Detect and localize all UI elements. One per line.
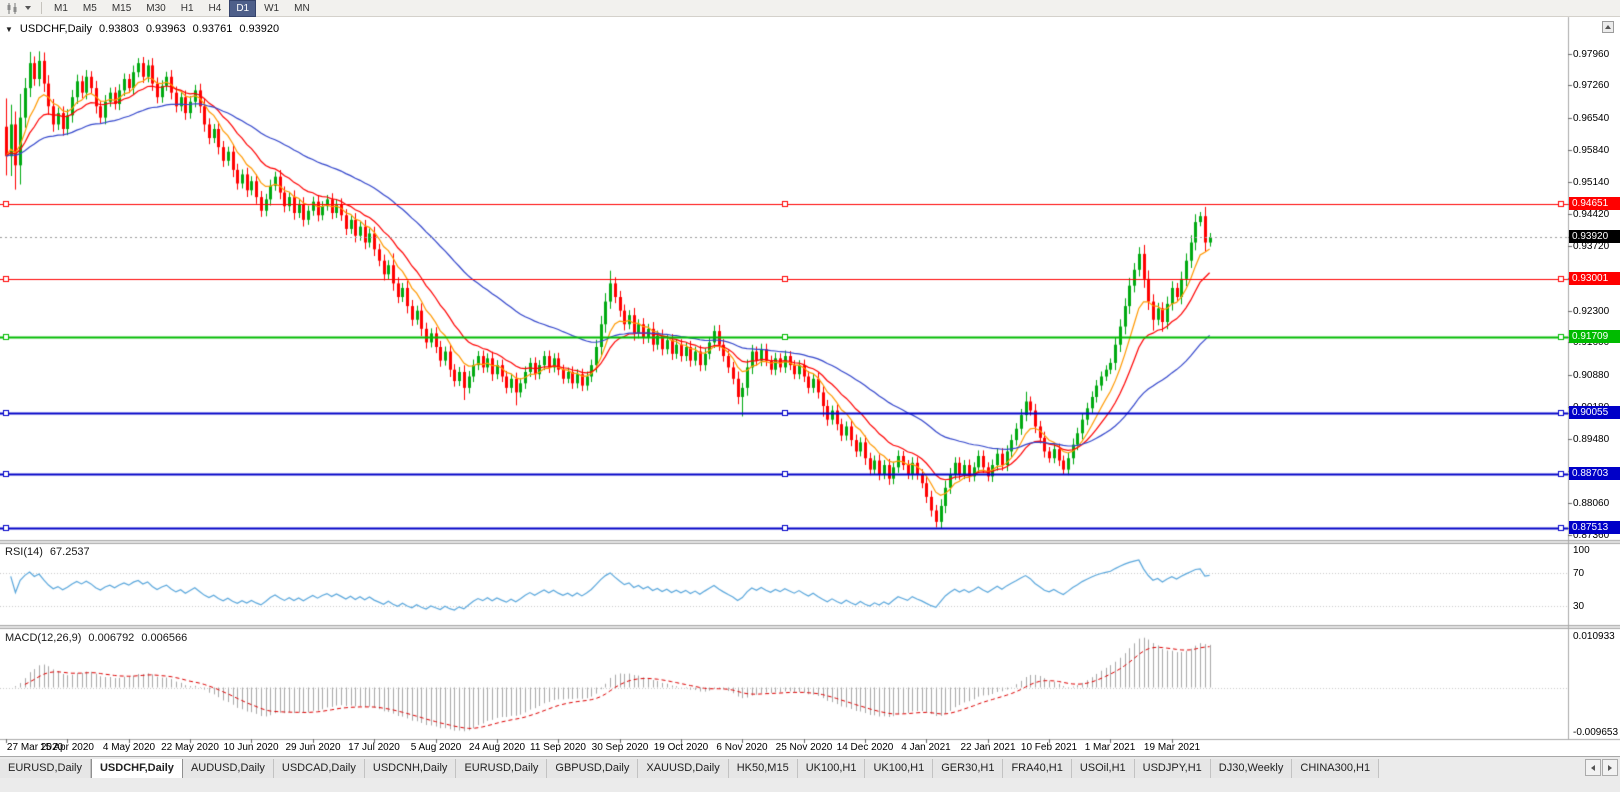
chart-type-icon[interactable] [4, 1, 20, 16]
macd-signal-value: 0.006566 [141, 632, 188, 644]
timeframe-button-mn[interactable]: MN [294, 2, 310, 14]
tab-scroll-buttons [1585, 759, 1620, 776]
chart-tab-fra40-h1[interactable]: FRA40,H1 [1003, 759, 1072, 778]
chart-tab-usdchf-daily[interactable]: USDCHF,Daily [90, 759, 183, 778]
chart-tab-xauusd-daily[interactable]: XAUUSD,Daily [638, 759, 729, 778]
timeframe-button-m1[interactable]: M1 [54, 2, 68, 14]
chart-tab-ger30-h1[interactable]: GER30,H1 [933, 759, 1004, 778]
chart-tab-china300-h1[interactable]: CHINA300,H1 [1292, 759, 1380, 778]
rsi-value: 67.2537 [49, 546, 90, 558]
chart-tab-gbpusd-daily[interactable]: GBPUSD,Daily [547, 759, 639, 778]
chart-tab-usoil-h1[interactable]: USOil,H1 [1071, 759, 1135, 778]
chart-scroll-up-button[interactable] [1602, 21, 1614, 33]
rsi-indicator-label: RSI(14) 67.2537 [5, 546, 90, 558]
chart-tab-eurusd-daily[interactable]: EURUSD,Daily [456, 759, 548, 778]
high-value: 0.93963 [145, 23, 186, 35]
chart-tabs: EURUSD,Daily USDCHF,Daily AUDUSD,Daily USDC… [0, 759, 1380, 778]
chevron-down-icon[interactable] [20, 1, 36, 16]
rsi-title: RSI(14) [5, 546, 43, 558]
chart-tabs-bar: EURUSD,Daily USDCHF,Daily AUDUSD,Daily USDC… [0, 756, 1620, 792]
chart-tab-audusd-daily[interactable]: AUDUSD,Daily [182, 759, 274, 778]
chart-tab-eurusd-daily[interactable]: EURUSD,Daily [0, 759, 91, 778]
toolbar-separator [41, 2, 42, 14]
open-value: 0.93803 [99, 23, 139, 35]
tab-scroll-left-button[interactable] [1585, 759, 1601, 776]
chart-tab-uk100-h1[interactable]: UK100,H1 [865, 759, 934, 778]
timeframe-button-w1[interactable]: W1 [264, 2, 280, 14]
timeframe-button-m15[interactable]: M15 [111, 2, 132, 14]
candlestick-chart-icon [7, 2, 16, 14]
chart-tab-usdcnh-daily[interactable]: USDCNH,Daily [364, 759, 457, 778]
timeframe-button-d1[interactable]: D1 [229, 0, 257, 17]
chart-tab-uk100-h1[interactable]: UK100,H1 [797, 759, 866, 778]
macd-indicator-label: MACD(12,26,9) 0.006792 0.006566 [5, 632, 187, 644]
ohlc-header: ▼ USDCHF,Daily 0.93803 0.93963 0.93761 0… [5, 23, 279, 36]
timeframe-toolbar: M1 M5 M15 M30 H1 H4 D1 W1 MN [0, 0, 1620, 17]
one-click-trading-expander[interactable]: ▼ [5, 25, 13, 34]
up-arrow-icon [1605, 25, 1611, 29]
low-value: 0.93761 [192, 23, 233, 35]
timeframe-buttons: M1 M5 M15 M30 H1 H4 D1 W1 MN [47, 0, 318, 17]
timeframe-button-h1[interactable]: H1 [180, 2, 194, 14]
chart-tab-usdcad-daily[interactable]: USDCAD,Daily [273, 759, 365, 778]
chart-tab-usdjpy-h1[interactable]: USDJPY,H1 [1134, 759, 1211, 778]
arrow-right-icon [1608, 764, 1612, 771]
chart-tab-dj30-weekly[interactable]: DJ30,Weekly [1210, 759, 1293, 778]
timeframe-button-m5[interactable]: M5 [82, 2, 97, 14]
macd-main-value: 0.006792 [88, 632, 135, 644]
timeframe-button-h4[interactable]: H4 [208, 2, 222, 14]
arrow-left-icon [1591, 764, 1595, 771]
tab-scroll-right-button[interactable] [1602, 759, 1618, 776]
macd-title: MACD(12,26,9) [5, 632, 82, 644]
close-value: 0.93920 [239, 23, 280, 35]
chart-tab-hk50-m15[interactable]: HK50,M15 [728, 759, 798, 778]
symbol-period-label: USDCHF,Daily [19, 23, 93, 35]
timeframe-button-m30[interactable]: M30 [146, 2, 166, 14]
